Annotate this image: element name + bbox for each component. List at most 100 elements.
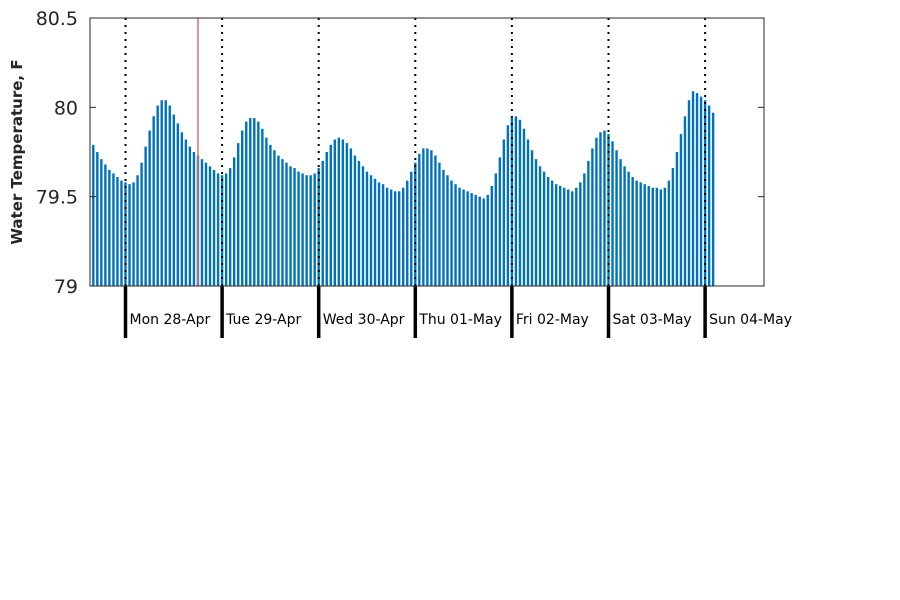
- bar: [289, 166, 292, 286]
- bar: [691, 91, 695, 286]
- bar: [397, 191, 401, 286]
- bar: [136, 175, 139, 286]
- bar: [603, 130, 606, 286]
- bar: [639, 182, 642, 286]
- bar: [426, 148, 429, 286]
- bar: [285, 162, 288, 286]
- bar: [514, 116, 518, 287]
- bar: [357, 160, 361, 286]
- y-tick-label: 79: [54, 276, 78, 298]
- bar: [261, 128, 264, 286]
- bar: [711, 112, 715, 286]
- bar: [96, 152, 99, 286]
- bar: [607, 134, 610, 286]
- bar: [104, 164, 107, 286]
- day-label: Fri 02-May: [516, 312, 589, 328]
- bar: [494, 173, 497, 286]
- bar: [611, 141, 614, 286]
- bar: [450, 180, 453, 286]
- bar: [538, 166, 542, 286]
- bar: [220, 175, 224, 286]
- bar: [124, 182, 127, 286]
- bar: [683, 116, 687, 287]
- bar: [695, 93, 699, 286]
- bar: [325, 152, 328, 286]
- bar: [554, 184, 558, 286]
- bar: [643, 184, 646, 286]
- bar: [353, 155, 357, 286]
- bar: [699, 96, 703, 286]
- bar: [204, 162, 208, 286]
- bar: [140, 162, 143, 286]
- bar: [470, 193, 473, 286]
- bar: [474, 194, 477, 286]
- bar: [389, 189, 393, 286]
- bar: [595, 137, 598, 286]
- bar: [333, 139, 336, 286]
- day-label: Thu 01-May: [418, 312, 502, 328]
- bar: [663, 187, 667, 286]
- bar: [309, 175, 312, 286]
- x-axis-day-labels: Mon 28-Apr Tue 29-Apr Wed 30-Apr Thu 01-May…: [130, 312, 793, 328]
- bar: [466, 191, 469, 286]
- bar: [232, 157, 236, 286]
- bar: [542, 171, 546, 286]
- bar: [486, 194, 489, 286]
- bar: [313, 173, 316, 286]
- bar: [615, 150, 618, 286]
- bar: [301, 173, 304, 286]
- bar: [522, 128, 526, 286]
- bar: [108, 169, 111, 286]
- bar: [224, 173, 228, 286]
- bar: [176, 123, 180, 286]
- bar: [430, 150, 433, 286]
- bar: [406, 180, 409, 286]
- bar: [212, 169, 216, 286]
- bar: [341, 139, 345, 286]
- bar: [321, 160, 324, 286]
- bar: [337, 137, 341, 286]
- bar: [506, 125, 510, 286]
- bar: [253, 118, 256, 286]
- bar: [587, 160, 590, 286]
- bar: [679, 134, 683, 286]
- bar: [385, 187, 389, 286]
- bar: [623, 166, 626, 286]
- bar: [128, 184, 131, 286]
- bar: [518, 119, 522, 286]
- bar: [144, 146, 147, 286]
- bar: [442, 169, 445, 286]
- bar: [152, 116, 155, 287]
- bar: [164, 100, 167, 286]
- bar: [575, 187, 578, 286]
- day-label: Sun 04-May: [709, 312, 792, 328]
- bar: [116, 177, 119, 286]
- bar: [414, 162, 417, 286]
- day-label: Mon 28-Apr: [130, 312, 211, 328]
- bar: [192, 152, 196, 286]
- bar: [478, 196, 481, 286]
- bar: [369, 175, 373, 286]
- bar: [365, 171, 369, 286]
- bar: [265, 137, 268, 286]
- bar: [200, 159, 204, 286]
- day-dividers: [123, 18, 707, 338]
- bar: [458, 187, 461, 286]
- bar: [132, 182, 135, 286]
- bar: [172, 114, 175, 286]
- bar: [208, 166, 212, 286]
- bar: [305, 175, 308, 286]
- bar: [180, 132, 184, 286]
- bar: [317, 168, 320, 286]
- bar: [422, 148, 425, 286]
- day-label: Tue 29-Apr: [225, 312, 301, 328]
- bar: [297, 171, 300, 286]
- bar: [216, 173, 220, 286]
- bar: [418, 153, 421, 286]
- bar: [687, 100, 691, 286]
- bar: [558, 185, 562, 286]
- y-axis-ticks: 79 79.5 80 80.5: [36, 8, 764, 298]
- bar: [112, 173, 115, 286]
- y-tick-label: 79.5: [36, 187, 78, 209]
- y-axis-label: Water Temperature, F: [8, 59, 26, 244]
